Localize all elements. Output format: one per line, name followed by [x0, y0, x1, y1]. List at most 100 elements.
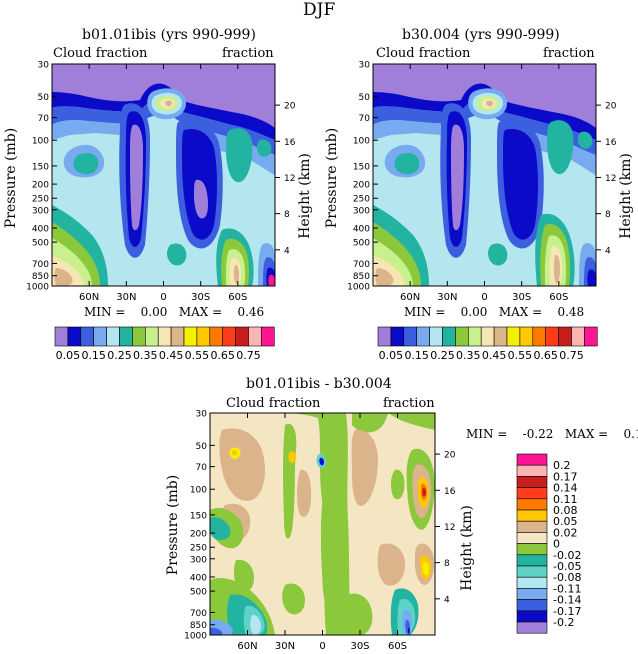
- panel1-colorbar-swatch: [157, 326, 172, 347]
- panel1-y-tick-label: 400: [32, 224, 49, 234]
- panel3-colorbar-swatch: [516, 576, 548, 589]
- panel2-y2-tick-label: 8: [605, 210, 611, 220]
- panel2-y-tick-label: 500: [353, 239, 370, 249]
- panel1-contour-field: [52, 64, 275, 286]
- panel3-colorbar-swatch: [516, 532, 548, 544]
- panel3-colorbar-label: 0.14: [553, 482, 578, 495]
- panel2-colorbar-swatch: [442, 326, 456, 347]
- panel3-colorbar-swatch: [516, 599, 548, 612]
- panel1-y-tick-label: 250: [32, 195, 49, 205]
- panel2-y2-tick-label: 20: [605, 102, 617, 112]
- panel3-colorbar-label: -0.02: [553, 549, 581, 562]
- panel1-y-tick-label: 50: [38, 93, 50, 103]
- panel1-colorbar-swatch: [54, 326, 69, 347]
- panel3-colorbar-label: -0.11: [553, 582, 581, 595]
- panel1-colorbar-swatch: [93, 326, 107, 347]
- panel2-colorbar-label: 0.05: [379, 349, 404, 362]
- panel2-subtitle-right: fraction: [543, 46, 595, 61]
- panel1-colorbar-swatch: [261, 326, 275, 347]
- panel3-y-tick-label: 250: [190, 544, 207, 554]
- panel2-title: b30.004 (yrs 990-999): [402, 27, 560, 43]
- panel1-y-tick-label: 300: [32, 206, 49, 216]
- panel1-colorbar-swatch: [67, 326, 82, 347]
- panel3-y2-tick-label: 16: [444, 487, 456, 497]
- panel3-colorbar-swatch: [516, 464, 548, 477]
- panel3-y-tick-label: 100: [190, 486, 207, 496]
- panel3-y-tick-label: 150: [190, 511, 207, 521]
- panel3-colorbar-label: 0.17: [553, 470, 578, 483]
- panel1-colorbar-label: 0.05: [56, 349, 81, 362]
- panel1-x-tick-label: 30S: [191, 292, 210, 303]
- panel1-title: b01.01ibis (yrs 990-999): [82, 27, 256, 43]
- panel3-y-tick-label: 30: [196, 410, 208, 420]
- panel2-colorbar-label: 0.35: [456, 349, 481, 362]
- panel2-y-tick-label: 1000: [347, 283, 370, 293]
- panel2-colorbar-swatch: [493, 326, 508, 347]
- panel3-colorbar-swatch: [516, 498, 548, 511]
- panel3-colorbar-label: -0.14: [553, 594, 581, 607]
- panel3-colorbar-swatch: [516, 610, 548, 623]
- panel2-x-tick-label: 30S: [512, 292, 531, 303]
- panel1-colorbar-swatch: [222, 326, 236, 347]
- panel1-colorbar-swatch: [106, 326, 120, 347]
- panel2-y-tick-label: 30: [359, 61, 371, 71]
- panel2-y-tick-label: 70: [359, 114, 371, 124]
- panel1-y2-tick-label: 16: [284, 138, 296, 148]
- panel3-y-tick-label: 1000: [184, 632, 207, 642]
- panel1-y-tick-label: 500: [32, 239, 49, 249]
- panel2-x-tick-label: 60S: [549, 292, 568, 303]
- panel2-y-tick-label: 150: [353, 162, 370, 172]
- panel1-y-tick-label: 70: [38, 114, 50, 124]
- panel3-y2-tick-label: 12: [444, 523, 455, 533]
- panel3-colorbar-swatch: [516, 621, 548, 634]
- panel3-y-tick-label: 200: [190, 530, 207, 540]
- panel3-colorbar-swatch: [516, 543, 548, 556]
- panel3-colorbar-label: 0.02: [553, 526, 578, 539]
- panel1-colorbar-swatch: [235, 326, 249, 347]
- panel3-y-tick-label: 700: [190, 609, 207, 619]
- panel1-y-tick-label: 200: [32, 181, 49, 191]
- panel2-colorbar-swatch: [377, 326, 392, 347]
- panel1-y-tick-label: 150: [32, 162, 49, 172]
- panel3-colorbar-swatch: [516, 487, 548, 500]
- panel2-colorbar-swatch: [558, 326, 572, 347]
- panel1-y-tick-label: 1000: [26, 283, 49, 293]
- panel3-colorbar-label: 0.05: [553, 515, 578, 528]
- panel3-title: b01.01ibis - b30.004: [246, 376, 392, 392]
- panel2-y-tick-label: 100: [353, 137, 370, 147]
- panel3-colorbar-swatch: [516, 453, 548, 466]
- panel1-colorbar-label: 0.45: [159, 349, 184, 362]
- panel3-y-tick-label: 50: [196, 442, 208, 452]
- panel2-contour-field: [373, 64, 596, 286]
- panel1-colorbar-swatch: [170, 326, 185, 347]
- panel1-y-tick-label: 850: [32, 272, 49, 282]
- panel1-subtitle-right: fraction: [222, 46, 274, 61]
- panel1-colorbar-swatch: [209, 326, 224, 347]
- panel2-y2-tick-label: 4: [605, 246, 611, 256]
- panel1-subtitle-left: Cloud fraction: [53, 46, 148, 61]
- panel2-colorbar-swatch: [390, 326, 405, 347]
- panel1-y-tick-label: 700: [32, 260, 49, 270]
- panel1-stats: MIN = 0.00 MAX = 0.46: [84, 305, 265, 319]
- panel1-colorbar-label: 0.75: [236, 349, 261, 362]
- panel2-colorbar-label: 0.75: [559, 349, 584, 362]
- panel2-y-tick-label: 300: [353, 206, 370, 216]
- panel1-x-tick-label: 30N: [116, 292, 136, 303]
- panel3-y2-tick-label: 4: [444, 595, 450, 605]
- panel2-subtitle-left: Cloud fraction: [376, 46, 471, 61]
- panel1-x-tick-label: 60S: [228, 292, 247, 303]
- panel1-x-tick-label: 0: [160, 292, 166, 303]
- panel3-colorbar-swatch: [516, 554, 548, 567]
- panel3-contour-field: [210, 413, 435, 635]
- panel2-colorbar-swatch: [467, 326, 482, 347]
- panel2-colorbar-swatch: [571, 326, 585, 347]
- panel1-colorbar-swatch: [119, 326, 133, 347]
- panel1-colorbar-swatch: [196, 326, 211, 347]
- panel3-colorbar-label: -0.08: [553, 571, 581, 584]
- figure-title: DJF: [303, 0, 336, 20]
- panel2-stats: MIN = 0.00 MAX = 0.48: [404, 305, 585, 319]
- panel1-colorbar-label: 0.15: [81, 349, 106, 362]
- panel1-colorbar-label: 0.55: [185, 349, 210, 362]
- panel3-x-tick-label: 30N: [275, 641, 295, 652]
